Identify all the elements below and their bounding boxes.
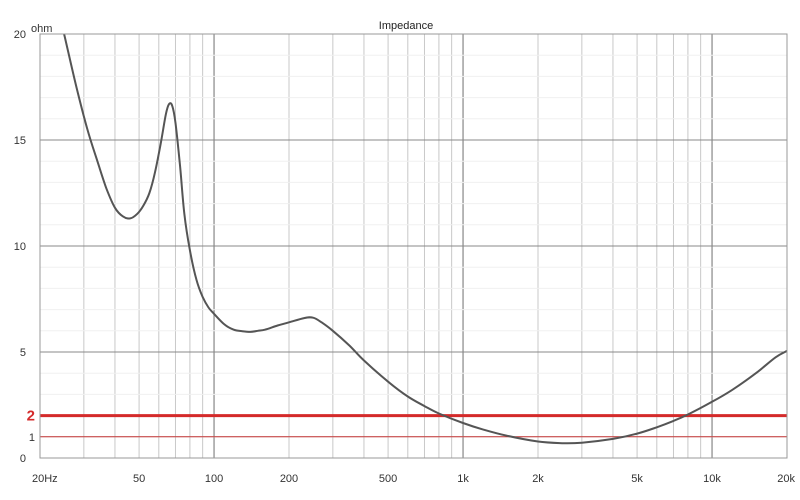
x-tick-label: 100: [205, 473, 223, 485]
reference-label-1: 1: [29, 432, 35, 444]
grid-lines: [40, 34, 787, 458]
impedance-curve: [63, 33, 788, 445]
x-tick-label: 10k: [703, 473, 721, 485]
reference-lines: 21: [27, 408, 787, 444]
y-tick-label: 10: [14, 241, 26, 253]
y-axis-unit-label: ohm: [31, 23, 52, 35]
y-tick-label: 20: [14, 29, 26, 41]
x-tick-label: 500: [379, 473, 397, 485]
y-tick-label: 15: [14, 135, 26, 147]
y-tick-label: 0: [20, 453, 26, 465]
chart-title: Impedance: [379, 20, 433, 32]
reference-label-2: 2: [27, 408, 35, 425]
x-axis-ticks: 20Hz 50 100 200 500 1k 2k 5k 10k 20k: [32, 473, 795, 485]
x-tick-label: 20Hz: [32, 473, 58, 485]
x-tick-label: 5k: [631, 473, 643, 485]
x-tick-label: 50: [133, 473, 145, 485]
y-tick-label: 5: [20, 347, 26, 359]
plot-border: [39, 33, 788, 459]
x-tick-label: 20k: [777, 473, 795, 485]
x-tick-label: 1k: [457, 473, 469, 485]
y-axis-ticks: 0 5 10 15 20: [14, 29, 26, 465]
x-tick-label: 2k: [532, 473, 544, 485]
x-tick-label: 200: [280, 473, 298, 485]
